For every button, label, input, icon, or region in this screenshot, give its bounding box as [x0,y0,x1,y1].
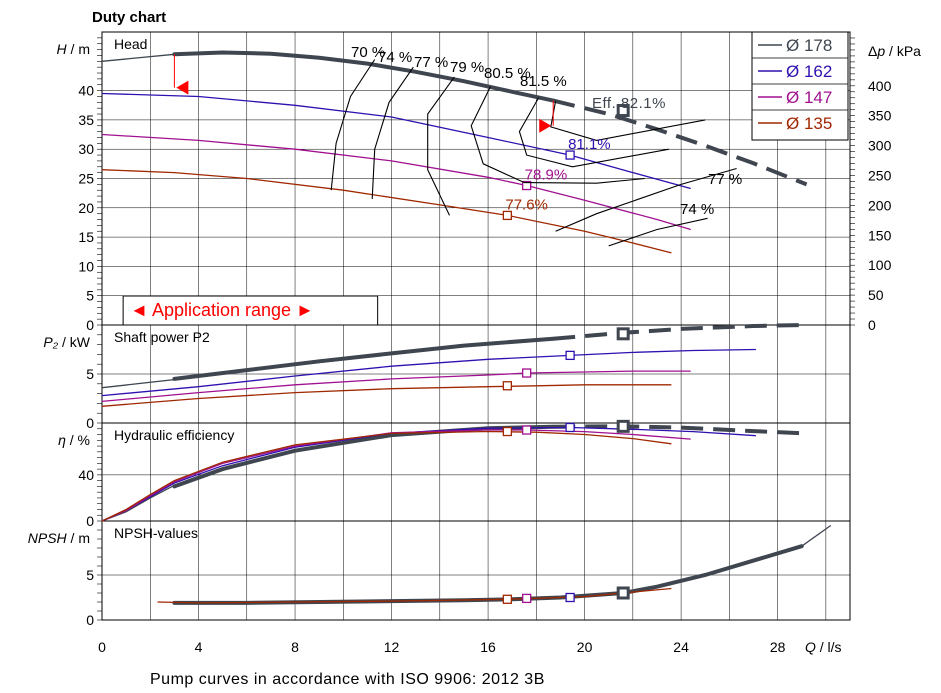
y-tick-label: 40 [78,83,94,99]
duty-point-d135 [503,382,511,390]
duty-point-d147 [523,426,531,434]
duty-point-label: 81.1% [568,136,611,153]
max-flow-arrow [539,119,551,133]
duty-point-d147 [523,369,531,377]
duty-point-label: 77.6% [505,196,548,213]
iso-efficiency-label: 74 % [680,201,714,218]
footer-text: Pump curves in accordance with ISO 9906:… [150,671,545,688]
duty-point-d178 [618,329,628,339]
iso-efficiency-line [609,218,708,246]
iso-efficiency-label: 81.5 % [520,73,567,90]
legend-label: Ø 162 [786,62,832,81]
x-tick-label: 4 [195,639,203,655]
x-axis-label: Q / l/s [805,639,842,655]
iso-efficiency-label: 77 % [414,54,448,71]
duty-point-d162 [566,594,574,602]
x-tick-label: 12 [384,639,400,655]
x-tick-label: 0 [98,639,106,655]
duty-point-d147 [523,594,531,602]
y-tick-label: 35 [78,112,94,128]
right-tick-label: 0 [868,317,876,333]
series-line-d162 [102,350,756,396]
x-tick-label: 16 [480,639,496,655]
duty-point-d162 [566,351,574,359]
duty-point-d135 [503,595,511,603]
y-tick-label: 20 [78,200,94,216]
x-tick-label: 8 [291,639,299,655]
series-line-d178 [802,526,831,547]
series-line-d135 [158,589,672,603]
y-tick-label: 5 [86,366,94,382]
plot-frame [102,32,850,620]
chart-title: Duty chart [92,9,166,26]
legend-label: Ø 147 [786,88,832,107]
y-tick-label: 15 [78,229,94,245]
y-tick-label: 0 [86,415,94,431]
y-tick-label: 10 [78,258,94,274]
right-tick-label: 100 [868,257,892,273]
y-tick-label: 0 [86,317,94,333]
iso-efficiency-line [331,60,375,191]
right-tick-label: 200 [868,197,892,213]
right-tick-label: 400 [868,78,892,94]
y-tick-label: 40 [78,467,94,483]
right-tick-label: 250 [868,168,892,184]
application-range-label: ◄ Application range ► [130,300,314,320]
panel-title-head: Head [114,36,147,52]
duty-point-d162 [566,423,574,431]
y-axis-label: η / % [58,432,90,448]
y-axis-label: P₂ / kW [43,334,90,350]
right-tick-label: 350 [868,108,892,124]
iso-efficiency-line [428,77,455,215]
y-tick-label: 0 [86,513,94,529]
eff-label: Eff. 82.1% [592,95,666,112]
x-tick-label: 24 [673,639,689,655]
legend-label: Ø 135 [786,114,832,133]
min-flow-arrow [176,81,188,95]
x-tick-label: 28 [770,639,786,655]
right-tick-label: 150 [868,227,892,243]
y-tick-label: 0 [86,612,94,628]
iso-efficiency-label: 79 % [450,59,484,76]
duty-point-label: 78.9% [525,167,568,184]
right-tick-label: 300 [868,138,892,154]
application-range: ◄ Application range ► [123,296,378,325]
panel-title-eff: Hydraulic efficiency [114,427,234,443]
y-tick-label: 30 [78,141,94,157]
series-line-d147 [102,430,691,521]
right-tick-label: 50 [868,287,884,303]
y-tick-label: 25 [78,171,94,187]
grid [97,32,855,620]
series-line-dashed-d178 [553,325,806,339]
iso-efficiency-label: 74 % [378,49,412,66]
legend-label: Ø 178 [786,36,832,55]
series-line-d135 [102,432,671,522]
right-axis-label: Δp / kPa [868,43,921,59]
y-axis-label: H / m [57,41,90,57]
legend: Ø 178 Ø 162 Ø 147 Ø 135 [752,32,848,140]
duty-point-d135 [503,428,511,436]
series-line-d135 [102,170,671,253]
x-tick-label: 20 [577,639,593,655]
y-axis-label: NPSH / m [28,530,90,546]
series-line-d178 [102,339,553,388]
duty-point-d178 [618,588,628,598]
duty-point-d178 [618,421,628,431]
iso-efficiency-label: 77 % [708,171,742,188]
y-tick-label: 5 [86,567,94,583]
panel-title-npsh: NPSH-values [114,525,198,541]
panel-title-power: Shaft power P2 [114,329,210,345]
iso-efficiency-line [372,67,413,199]
y-tick-label: 5 [86,288,94,304]
